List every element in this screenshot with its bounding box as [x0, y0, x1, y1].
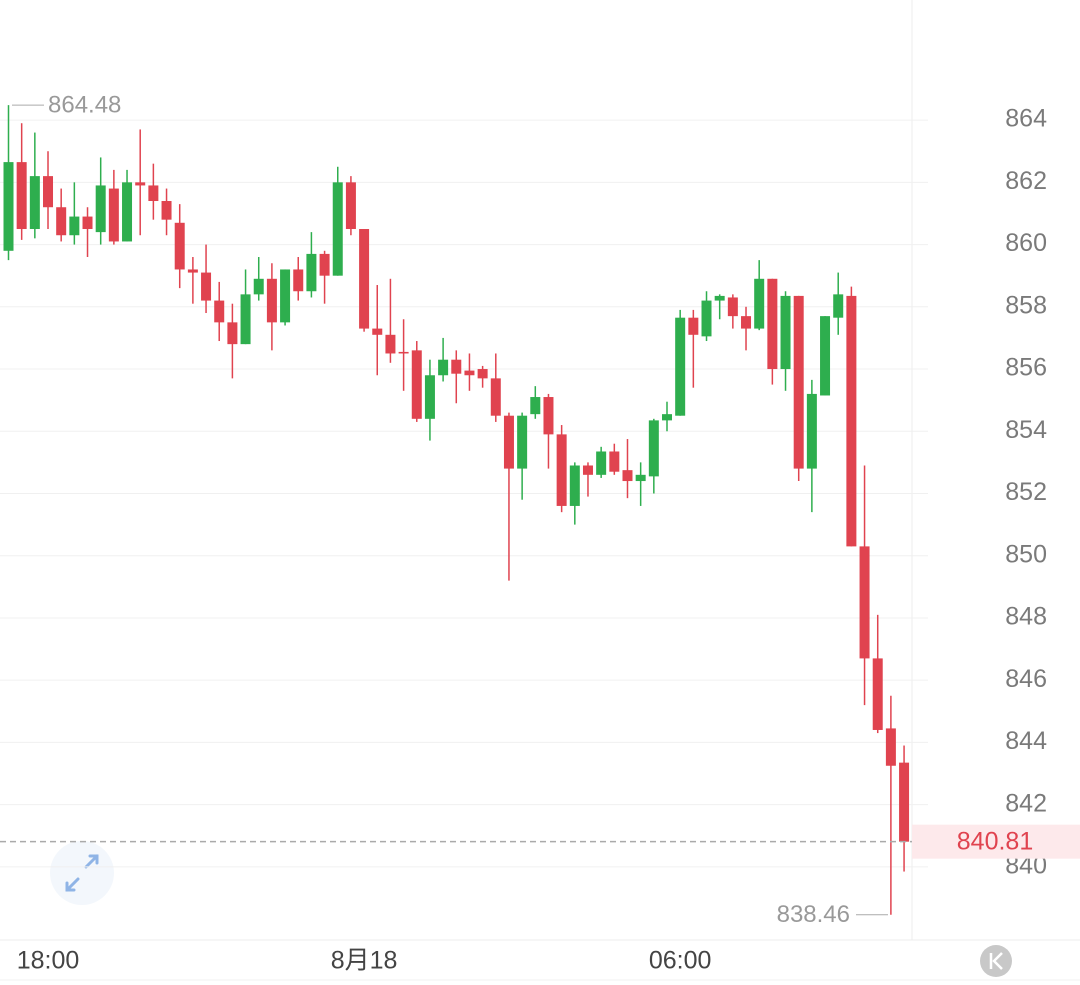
candle-body — [872, 658, 883, 730]
candle-body — [780, 295, 791, 370]
candle-body — [293, 269, 304, 292]
candle-body — [227, 322, 238, 345]
candle-body — [662, 414, 672, 421]
candle-body — [556, 434, 567, 506]
candle-body — [69, 216, 80, 236]
candle-body — [148, 185, 159, 202]
candle-body — [609, 451, 620, 472]
candle-body — [503, 415, 514, 469]
candle-body — [411, 350, 422, 419]
grid — [0, 119, 928, 868]
y-tick-label: 854 — [1005, 416, 1047, 444]
candle-body — [727, 297, 738, 317]
candle-body — [438, 359, 449, 376]
candle-body — [82, 216, 93, 230]
candle-body — [833, 294, 844, 318]
candle-body — [793, 295, 804, 469]
high-marker-label: 864.48 — [48, 92, 121, 119]
candle-body — [345, 182, 356, 230]
candle-body — [359, 229, 370, 329]
x-tick-label: 06:00 — [649, 947, 712, 975]
candle-body — [543, 397, 554, 435]
candle-body — [266, 278, 277, 323]
candle-body — [108, 188, 119, 242]
candle-body — [187, 269, 198, 273]
kline-icon — [989, 952, 1003, 970]
candle-body — [530, 397, 541, 415]
candle-body — [174, 222, 185, 270]
candle-body — [280, 269, 291, 323]
candle-body — [688, 317, 699, 335]
candle-body — [635, 474, 646, 482]
x-tick-label: 18:00 — [17, 947, 80, 975]
candle-body — [43, 176, 54, 208]
expand-button[interactable] — [50, 841, 114, 905]
candle-body — [201, 272, 212, 301]
candle-body — [899, 762, 910, 842]
candle-body — [161, 201, 172, 220]
candle-body — [214, 300, 225, 323]
candle-body — [490, 378, 501, 416]
y-tick-label: 842 — [1005, 789, 1047, 817]
candle-body — [16, 162, 27, 230]
candle-body — [741, 316, 752, 329]
candle-body — [701, 300, 712, 337]
candle-body — [122, 182, 133, 242]
candle-body — [332, 182, 343, 276]
candle-body — [372, 328, 383, 335]
candle-body — [56, 207, 67, 236]
y-tick-label: 848 — [1005, 603, 1047, 631]
last-price-box — [912, 824, 1080, 859]
y-tick-label: 846 — [1005, 665, 1047, 693]
candle-body — [714, 295, 725, 301]
candle-body — [398, 351, 409, 354]
candles — [3, 105, 910, 915]
candle-body — [648, 420, 659, 477]
candle-body — [569, 465, 580, 506]
candle-body — [820, 316, 831, 396]
candle-body — [675, 317, 686, 416]
x-tick-label: 8月18 — [331, 947, 398, 975]
candle-body — [806, 393, 817, 469]
y-tick-label: 862 — [1005, 167, 1047, 195]
candle-body — [477, 369, 488, 379]
expand-button-bg[interactable] — [50, 841, 114, 905]
candle-body — [451, 359, 462, 374]
candle-body — [240, 294, 251, 345]
candle-body — [622, 470, 633, 482]
candle-body — [135, 182, 146, 186]
y-tick-label: 844 — [1005, 727, 1047, 755]
candle-body — [517, 415, 528, 469]
candle-body — [754, 278, 765, 329]
candle-body — [767, 278, 778, 370]
y-tick-label: 856 — [1005, 354, 1047, 382]
y-tick-label: 858 — [1005, 291, 1047, 319]
candle-body — [846, 295, 857, 547]
candle-body — [3, 162, 14, 251]
candle-body — [95, 185, 106, 233]
y-tick-label: 864 — [1005, 105, 1047, 133]
candle-body — [885, 728, 896, 766]
candle-body — [319, 253, 330, 276]
y-tick-label: 850 — [1005, 540, 1047, 568]
candle-body — [464, 370, 475, 376]
candle-body — [253, 278, 264, 295]
kline-button-bg[interactable] — [980, 945, 1012, 977]
candle-body — [306, 253, 317, 292]
candle-body — [385, 334, 396, 354]
candle-body — [859, 546, 870, 659]
candle-body — [582, 465, 593, 475]
last-price-label: 840.81 — [957, 827, 1033, 855]
candle-body — [424, 375, 435, 419]
expand-icon — [65, 854, 99, 892]
y-tick-label: 860 — [1005, 229, 1047, 257]
candle-body — [29, 176, 40, 230]
kline-button[interactable] — [980, 945, 1012, 977]
y-tick-label: 852 — [1005, 478, 1047, 506]
candle-body — [596, 451, 607, 475]
low-marker-label: 838.46 — [777, 901, 850, 928]
